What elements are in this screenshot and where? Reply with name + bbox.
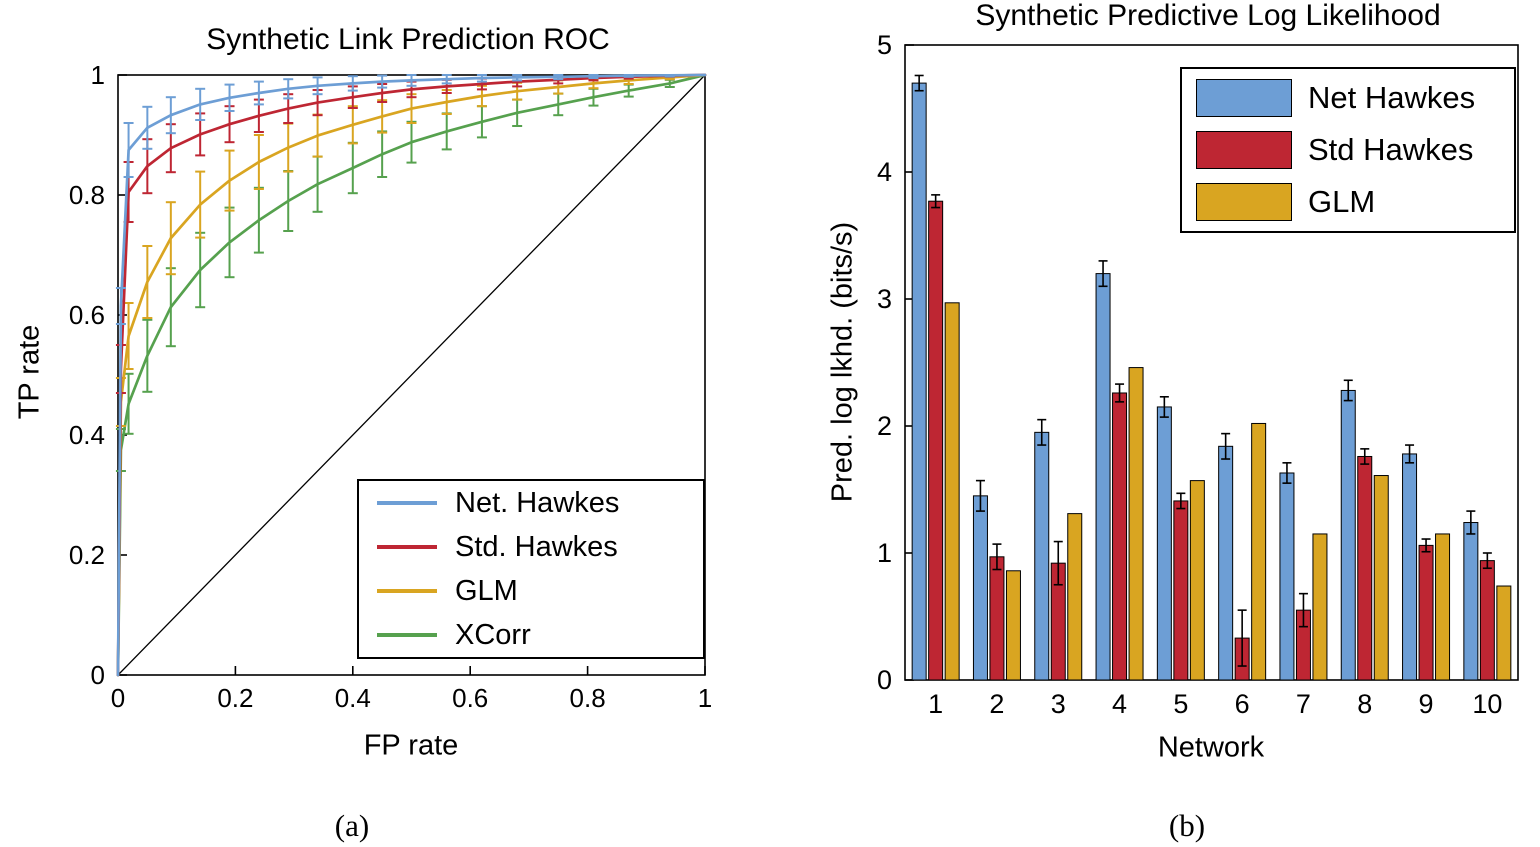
svg-text:6: 6: [1235, 689, 1250, 719]
bar-plot-area: 0 1 2 3 4 5 1 2 3 4 5 6 7 8 9 10: [877, 30, 1519, 719]
legend-item-xcorr: XCorr: [359, 613, 703, 657]
svg-text:3: 3: [1051, 689, 1066, 719]
legend-item-net-hawkes: Net. Hawkes: [359, 481, 703, 525]
roc-legend: Net. Hawkes Std. Hawkes GLM XCorr: [357, 479, 705, 659]
svg-text:1: 1: [928, 689, 943, 719]
svg-text:10: 10: [1472, 689, 1502, 719]
svg-text:8: 8: [1357, 689, 1372, 719]
std-hawkes-bar-swatch: [1196, 131, 1292, 169]
net-hawkes-bar-swatch: [1196, 79, 1292, 117]
svg-text:0: 0: [91, 660, 105, 690]
glm-line-swatch: [377, 589, 437, 593]
legend-label-xcorr: XCorr: [455, 618, 531, 651]
roc-y-axis-label: TP rate: [13, 324, 46, 420]
legend-item-net-hawkes: Net Hawkes: [1182, 72, 1514, 124]
roc-x-axis-label: FP rate: [363, 729, 459, 762]
legend-label-glm: GLM: [455, 574, 518, 607]
svg-text:3: 3: [877, 284, 892, 314]
roc-series-net-hawkes: [115, 73, 707, 677]
svg-text:9: 9: [1419, 689, 1434, 719]
legend-item-std-hawkes: Std Hawkes: [1182, 124, 1514, 176]
svg-text:0: 0: [877, 665, 892, 695]
xcorr-line-swatch: [377, 633, 437, 637]
svg-text:5: 5: [1173, 689, 1188, 719]
svg-text:1: 1: [877, 538, 892, 568]
std-hawkes-line-swatch: [377, 545, 437, 549]
svg-text:0.8: 0.8: [570, 683, 606, 713]
svg-text:4: 4: [877, 157, 892, 187]
svg-text:2: 2: [989, 689, 1004, 719]
svg-text:0.6: 0.6: [69, 300, 105, 330]
legend-label-glm: GLM: [1308, 184, 1376, 219]
svg-text:0.8: 0.8: [69, 180, 105, 210]
svg-text:0.4: 0.4: [69, 420, 105, 450]
bar-series-glm: [944, 302, 1512, 681]
bar-title: Synthetic Predictive Log Likelihood: [975, 0, 1441, 32]
bar-y-axis-label: Pred. log lkhd. (bits/s): [826, 221, 859, 503]
svg-text:0.6: 0.6: [452, 683, 488, 713]
bar-x-axis-label: Network: [1157, 731, 1265, 764]
svg-text:5: 5: [877, 30, 892, 60]
svg-text:1: 1: [698, 683, 712, 713]
bar-series-net-hawkes: [911, 82, 1479, 681]
svg-text:0.4: 0.4: [335, 683, 371, 713]
svg-text:4: 4: [1112, 689, 1127, 719]
svg-text:2: 2: [877, 411, 892, 441]
legend-item-std-hawkes: Std. Hawkes: [359, 525, 703, 569]
svg-text:0: 0: [111, 683, 125, 713]
roc-plot-area: 0 0.2 0.4 0.6 0.8 1 0 0.2 0.4 0.6 0.8 1: [69, 60, 712, 713]
legend-item-glm: GLM: [359, 569, 703, 613]
legend-label-std-hawkes: Std. Hawkes: [455, 530, 618, 563]
net-hawkes-line-swatch: [377, 501, 437, 505]
caption-a: (a): [334, 808, 370, 843]
caption-b: (b): [1168, 808, 1206, 843]
svg-text:0.2: 0.2: [69, 540, 105, 570]
legend-label-net-hawkes: Net. Hawkes: [455, 486, 620, 519]
roc-title: Synthetic Link Prediction ROC: [206, 23, 610, 56]
legend-label-std-hawkes: Std Hawkes: [1308, 132, 1474, 167]
glm-bar-swatch: [1196, 183, 1292, 221]
svg-text:7: 7: [1296, 689, 1311, 719]
bar-legend: Net Hawkes Std Hawkes GLM: [1180, 67, 1516, 233]
legend-item-glm: GLM: [1182, 176, 1514, 228]
legend-label-net-hawkes: Net Hawkes: [1308, 80, 1476, 115]
svg-text:1: 1: [91, 60, 105, 90]
svg-text:0.2: 0.2: [217, 683, 253, 713]
